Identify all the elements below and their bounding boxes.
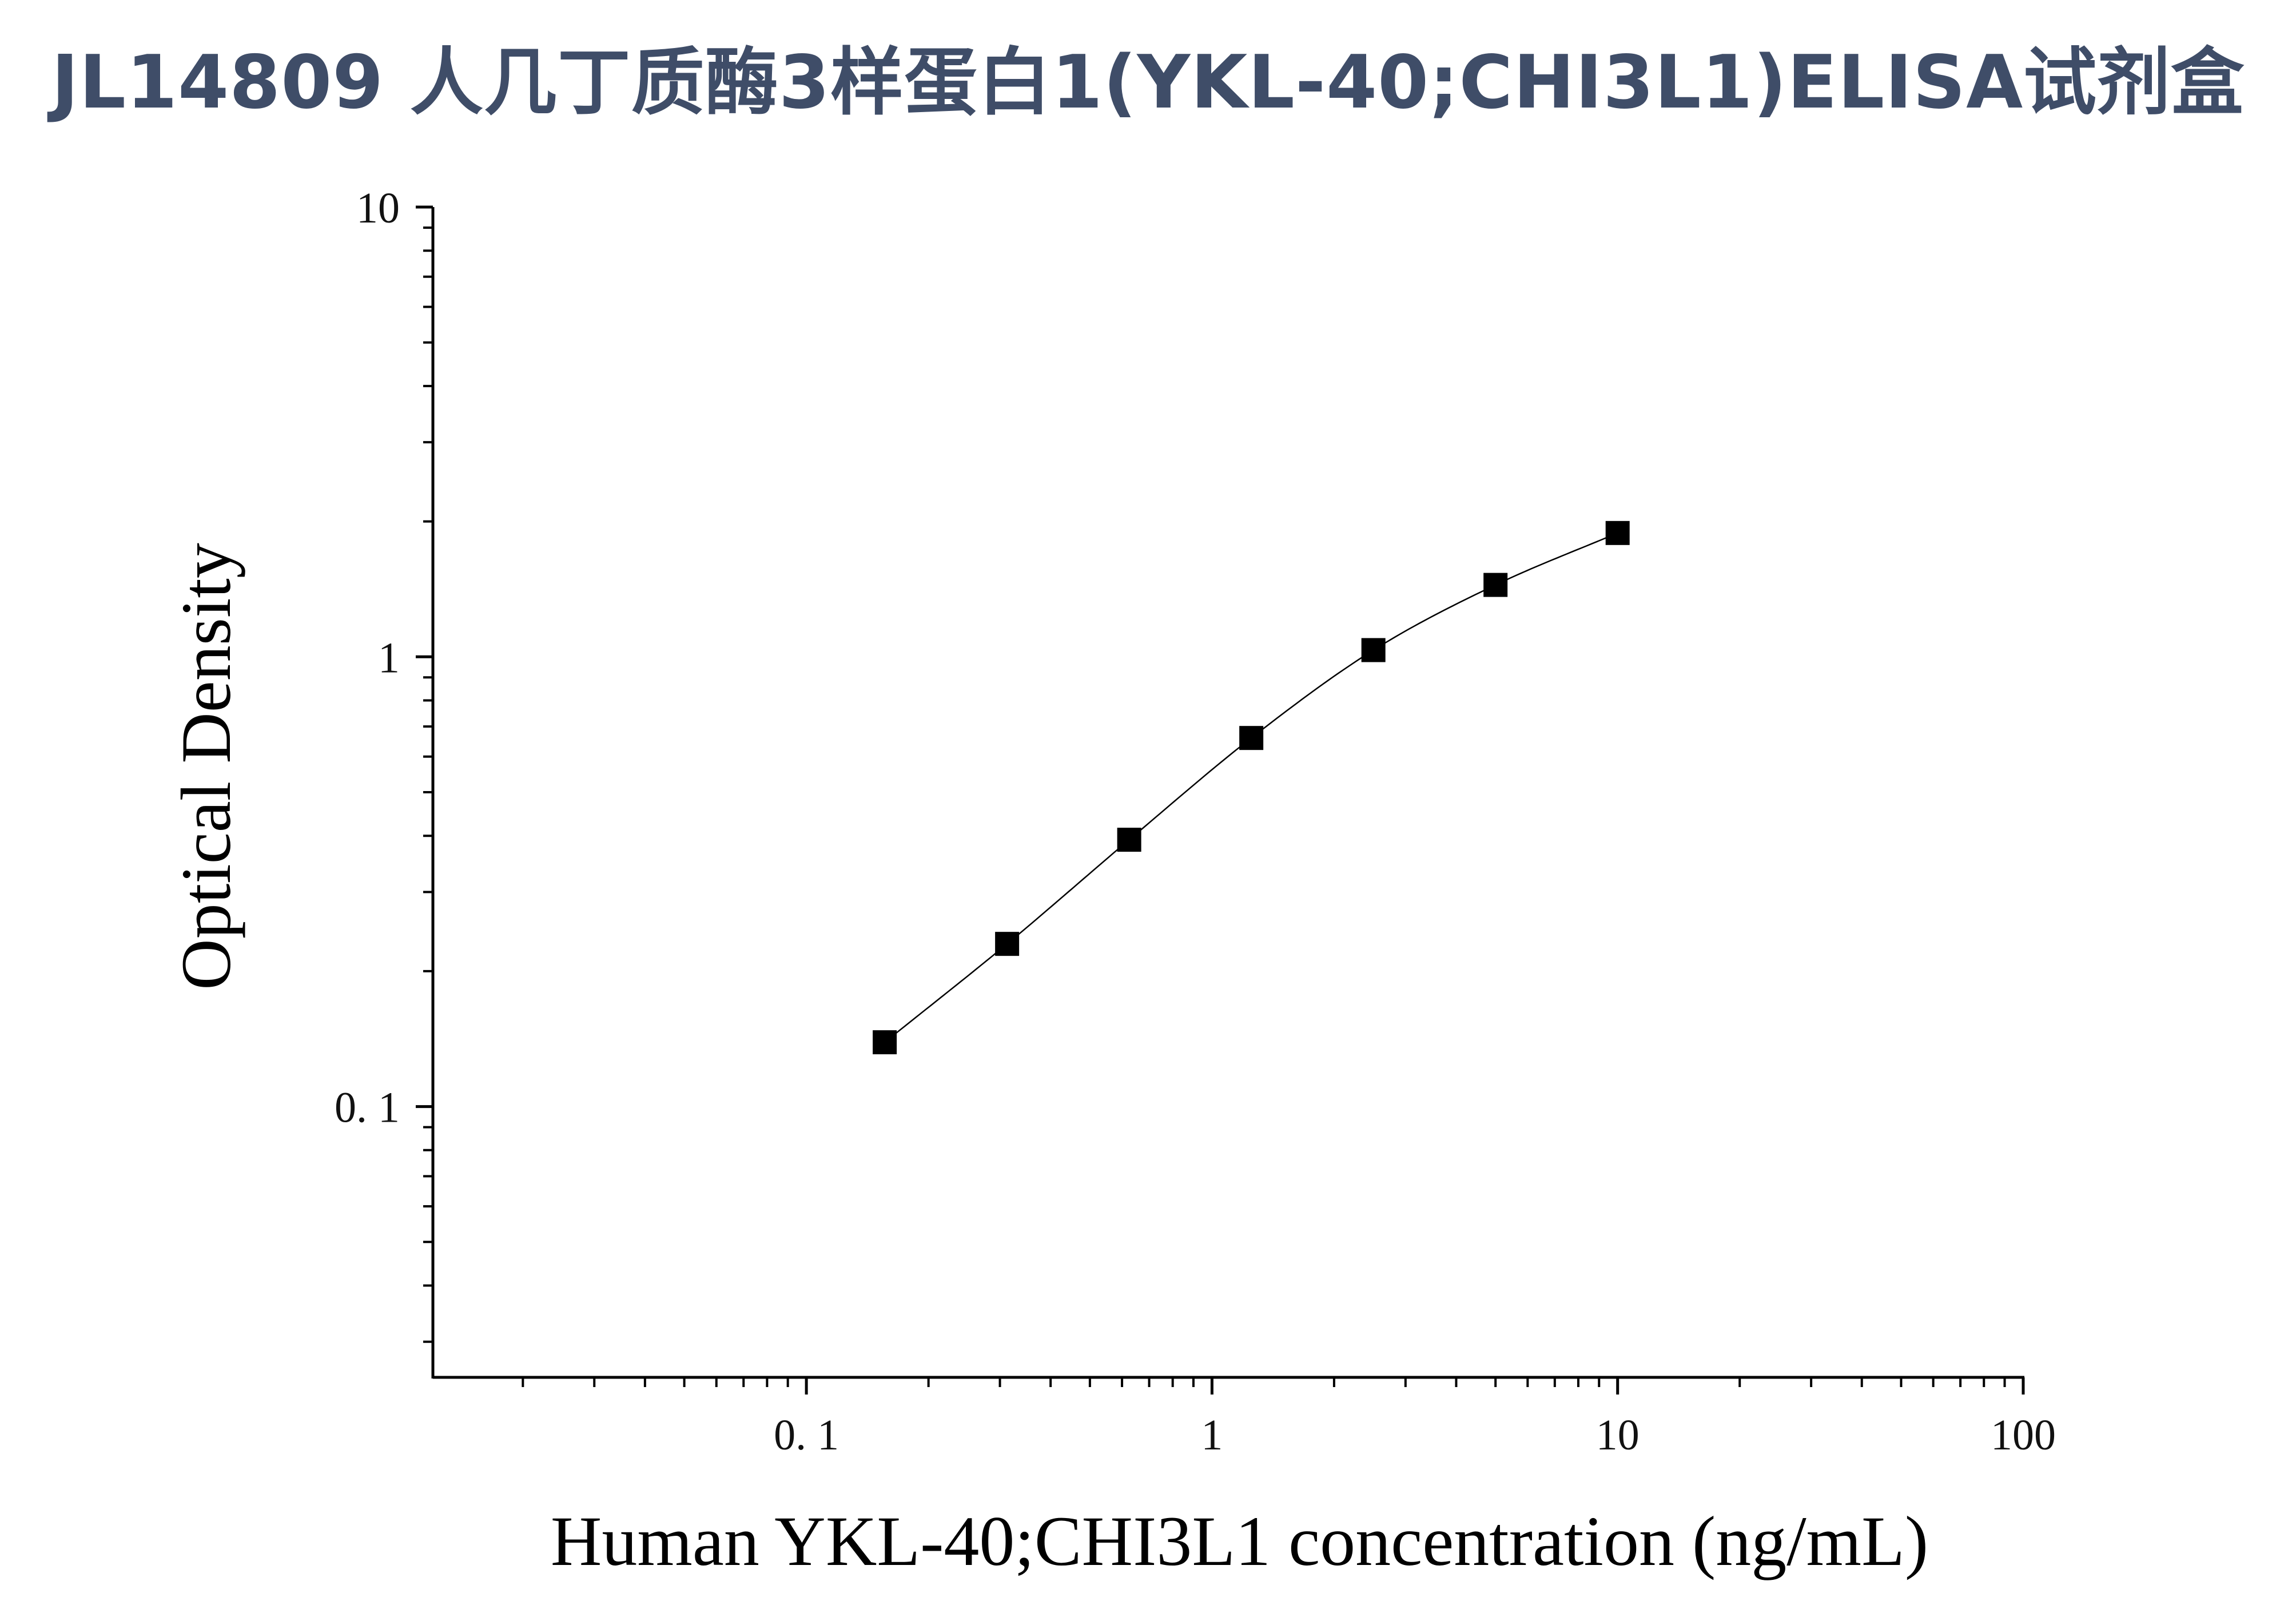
data-point <box>1117 828 1141 852</box>
data-point <box>1361 638 1386 662</box>
data-point <box>1239 726 1264 750</box>
data-point <box>1483 573 1508 597</box>
x-tick-label: 100 <box>1991 1411 2056 1459</box>
page-title: JL14809 人几丁质酶3样蛋白1(YKL-40;CHI3L1)ELISA试剂… <box>51 40 2245 125</box>
y-axis-title: Optical Density <box>167 543 245 990</box>
x-tick-label: 1 <box>1201 1411 1223 1459</box>
data-point <box>995 932 1020 956</box>
fit-curve <box>884 532 1618 1043</box>
x-tick-labels: 0. 1 1 10 100 <box>774 1411 2056 1459</box>
data-point <box>1605 521 1630 545</box>
x-axis-title: Human YKL-40;CHI3L1 concentration (ng/mL… <box>551 1502 1928 1580</box>
data-points <box>873 521 1630 1055</box>
axes <box>416 205 2025 1395</box>
y-tick-labels: 0. 1 1 10 <box>335 184 400 1132</box>
y-tick-label: 1 <box>378 634 400 682</box>
data-point <box>873 1030 897 1055</box>
x-tick-label: 10 <box>1596 1411 1640 1459</box>
y-tick-label: 0. 1 <box>335 1084 400 1132</box>
y-tick-label: 10 <box>356 184 400 232</box>
x-tick-label: 0. 1 <box>774 1411 839 1459</box>
